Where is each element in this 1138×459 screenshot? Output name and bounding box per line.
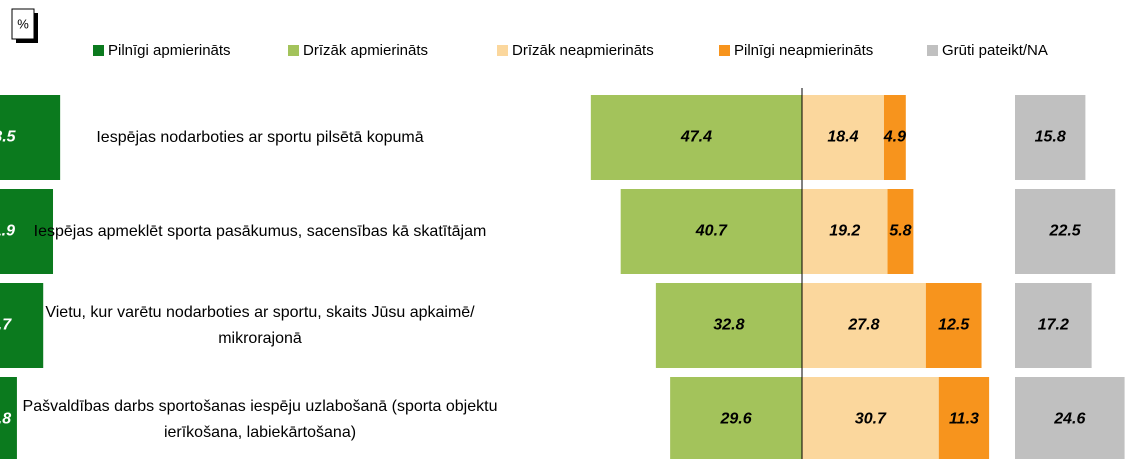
data-label: 3.8	[0, 411, 11, 428]
legend-label: Grūti pateikt/NA	[942, 42, 1048, 59]
data-label: 17.2	[1038, 317, 1069, 334]
legend-label: Pilnīgi apmierināts	[108, 42, 231, 59]
data-label: 5.8	[889, 223, 911, 240]
data-label: 15.8	[1035, 129, 1066, 146]
bar-segment	[0, 95, 61, 180]
bar-segment	[887, 189, 914, 274]
data-label: 29.6	[719, 411, 751, 428]
bar-segment	[670, 377, 802, 459]
data-label: 32.8	[713, 317, 744, 334]
legend-label: Pilnīgi neapmierināts	[734, 42, 873, 59]
data-label: 18.4	[827, 129, 858, 146]
bar-segment	[802, 377, 939, 459]
bar-segment	[802, 189, 888, 274]
bar-segment	[620, 189, 802, 274]
bar-segment	[1015, 283, 1092, 368]
legend-swatch	[497, 45, 508, 56]
category-label: Iespējas nodarboties ar sportu pilsētā k…	[96, 128, 424, 146]
data-label: 11.9	[0, 223, 15, 240]
category-label: Iespējas apmeklēt sporta pasākumus, sace…	[33, 222, 487, 240]
bar-segment	[802, 283, 926, 368]
data-label: 27.8	[847, 317, 879, 334]
unit-label: %	[17, 16, 29, 31]
legend-swatch	[288, 45, 299, 56]
bar-segment	[1015, 95, 1086, 180]
category-label: Vietu, kur varētu nodarboties ar sportu,…	[45, 303, 475, 347]
data-label: 30.7	[855, 411, 887, 428]
bar-segment	[883, 95, 906, 180]
bar-segment	[655, 283, 802, 368]
legend-label: Drīzāk apmierināts	[303, 42, 428, 59]
legend-swatch	[719, 45, 730, 56]
data-label: 9.7	[0, 317, 12, 334]
data-label: 11.3	[949, 411, 979, 428]
category-label: Pašvaldības darbs sportošanas iespēju uz…	[22, 397, 498, 441]
bar-segment	[925, 283, 982, 368]
data-label: 40.7	[695, 223, 728, 240]
legend-label: Drīzāk neapmierināts	[512, 42, 654, 59]
bar-segment	[1015, 189, 1116, 274]
bar-segment	[0, 377, 17, 459]
bar-segment	[938, 377, 990, 459]
data-label: 19.2	[829, 223, 860, 240]
bar-segment	[802, 95, 884, 180]
data-label: 47.4	[680, 129, 712, 146]
data-label: 22.5	[1049, 223, 1082, 240]
legend-swatch	[927, 45, 938, 56]
bar-segment	[590, 95, 802, 180]
bar-segment	[1015, 377, 1125, 459]
data-label: 13.5	[0, 129, 17, 146]
legend-swatch	[93, 45, 104, 56]
unit-box	[11, 8, 35, 40]
bar-segment	[0, 189, 54, 274]
bar-segment	[0, 283, 44, 368]
data-label: 4.9	[883, 129, 906, 146]
data-label: 24.6	[1053, 411, 1085, 428]
data-label: 12.5	[938, 317, 970, 334]
